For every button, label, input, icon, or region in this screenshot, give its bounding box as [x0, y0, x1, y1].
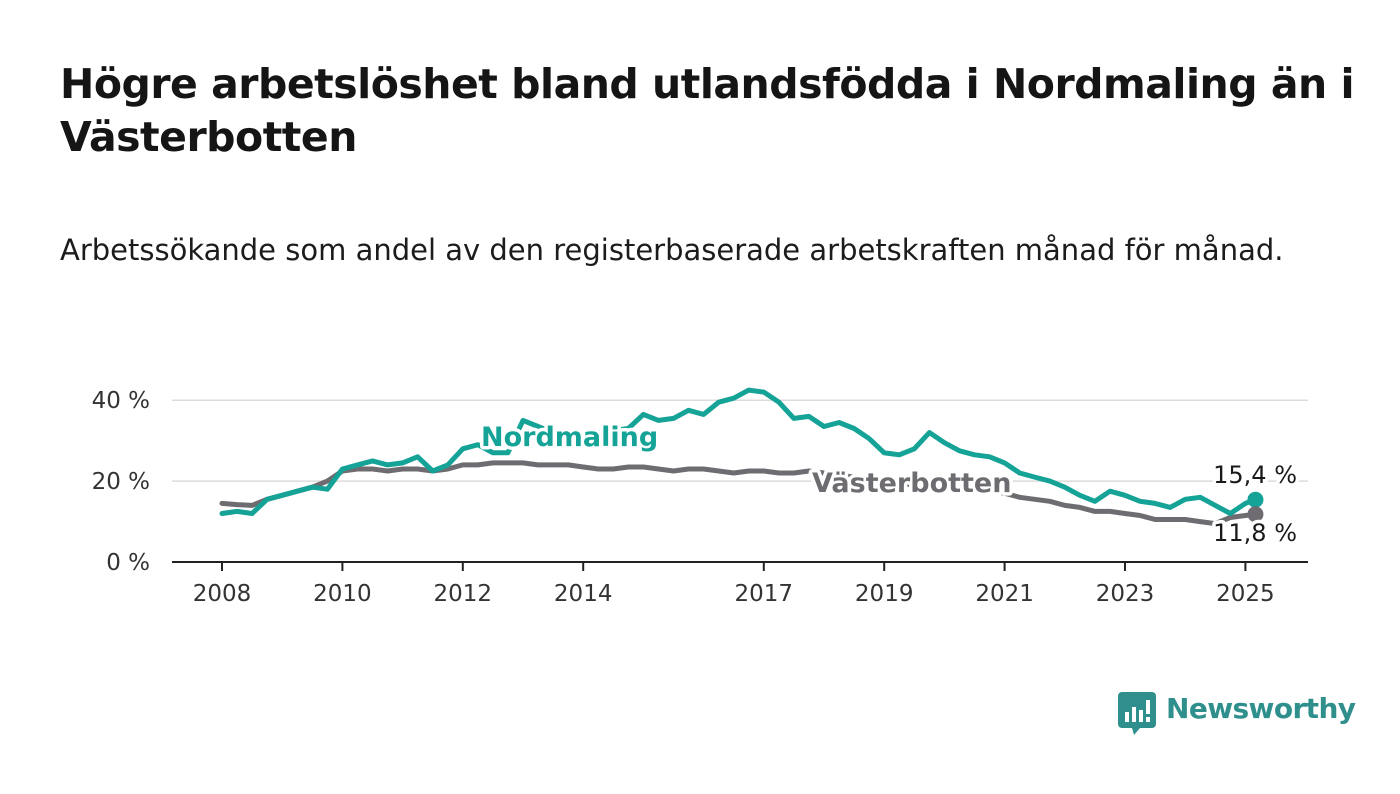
chart-title: Högre arbetslöshet bland utlandsfödda i … [60, 60, 1355, 161]
x-tick-label: 2021 [975, 581, 1034, 607]
newsworthy-logo: Newsworthy [1118, 690, 1356, 738]
x-tick-label: 2019 [855, 581, 914, 607]
x-tick-label: 2010 [313, 581, 372, 607]
x-tick-label: 2017 [735, 581, 794, 607]
y-tick-label: 0 % [106, 550, 150, 576]
x-tick-label: 2008 [193, 581, 252, 607]
newsworthy-logo-icon [1118, 692, 1156, 735]
newsworthy-logo-text: Newsworthy [1166, 692, 1356, 725]
series-line-västerbotten [219, 460, 1258, 527]
x-tick-label: 2012 [434, 581, 493, 607]
y-tick-label: 40 % [92, 388, 150, 414]
series-label-vasterbotten: Västerbotten [812, 468, 1011, 499]
end-label-nordmaling: 15,4 % [1213, 461, 1297, 489]
end-label-vasterbotten: 11,8 % [1213, 519, 1297, 547]
end-point-nordmaling [1247, 491, 1264, 508]
series-label-nordmaling: Nordmaling [481, 422, 658, 453]
chart-subtitle: Arbetssökande som andel av den registerb… [60, 233, 1284, 267]
series-line-nordmaling [219, 387, 1258, 516]
x-tick-label: 2025 [1216, 581, 1275, 607]
x-tick-label: 2023 [1096, 581, 1155, 607]
x-tick-label: 2014 [554, 581, 613, 607]
end-point-västerbotten [1247, 506, 1264, 523]
y-tick-label: 20 % [92, 469, 150, 495]
